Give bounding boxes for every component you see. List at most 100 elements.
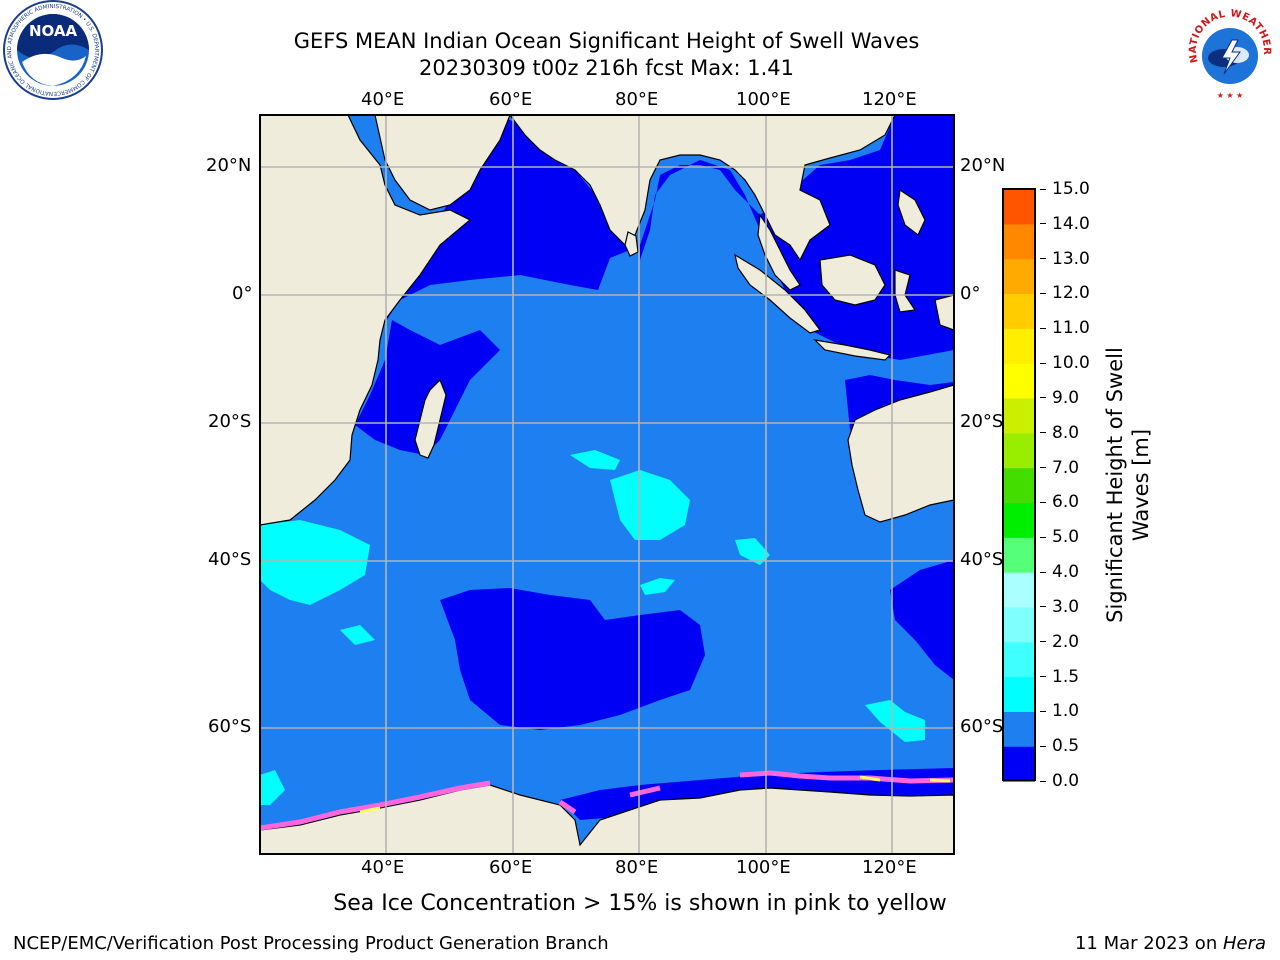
- colorbar-tick-label: 1.0: [1040, 701, 1079, 721]
- sea-ice-yellow: [359, 775, 951, 814]
- colorbar-tick-label: 9.0: [1040, 388, 1079, 408]
- nws-logo: NATIONAL WEATHER SERVICE ★ ★ ★: [1182, 6, 1276, 100]
- colorbar-segment: [1003, 432, 1035, 469]
- lon-label-top-120e: 120°E: [862, 89, 917, 110]
- colorbar-segment: [1003, 223, 1035, 260]
- colorbar-tick-label: 13.0: [1040, 249, 1090, 269]
- lon-label-top-40e: 40°E: [361, 89, 405, 110]
- colorbar-tick-label: 6.0: [1040, 492, 1079, 512]
- land-india-seasia: [509, 115, 896, 262]
- land-antarctica: [260, 784, 954, 854]
- lat-label-right-20s: 20°S: [960, 411, 1004, 432]
- lon-label-bottom-120e: 120°E: [862, 857, 917, 878]
- lon-label-bottom-100e: 100°E: [736, 857, 791, 878]
- swell-cyan-central-3: [735, 538, 770, 565]
- colorbar-tick-label: 14.0: [1040, 214, 1090, 234]
- land-australia: [847, 384, 954, 523]
- lon-label-top-80e: 80°E: [615, 89, 659, 110]
- swell-cyan-central-2: [570, 450, 620, 470]
- swell-dark-southeast-patch: [890, 560, 954, 680]
- colorbar-tick-label: 12.0: [1040, 283, 1090, 303]
- land-borneo: [819, 254, 886, 306]
- lat-label-left-20n: 20°N: [206, 155, 252, 176]
- land-arabia: [374, 115, 511, 211]
- colorbar-tick-label: 0.0: [1040, 771, 1079, 791]
- colorbar-tick-label: 0.5: [1040, 736, 1079, 756]
- swell-cyan-south-1: [260, 770, 285, 805]
- colorbar-segment: [1003, 189, 1035, 225]
- land-sumatra: [734, 253, 821, 334]
- colorbar-label: Significant Height of Swell Waves [m]: [1103, 347, 1153, 623]
- footer-date: 11 Mar 2023 on Hera: [1075, 933, 1266, 954]
- swell-cyan-central-4: [640, 578, 675, 595]
- sea-ice-fringe-4: [739, 770, 954, 784]
- chart-subtitle: 20230309 t00z 216h fcst Max: 1.41: [419, 56, 794, 80]
- swell-cyan-southwest: [260, 520, 370, 605]
- lat-label-right-0: 0°: [960, 283, 981, 304]
- lat-label-right-20n: 20°N: [960, 155, 1006, 176]
- colorbar-tick-label: 3.0: [1040, 597, 1079, 617]
- lat-label-left-40s: 40°S: [208, 549, 252, 570]
- lon-label-bottom-60e: 60°E: [489, 857, 533, 878]
- colorbar-segment: [1003, 397, 1035, 434]
- colorbar-tick-label: 5.0: [1040, 527, 1079, 547]
- swell-cyan-southeast: [865, 700, 925, 742]
- land-sri-lanka: [624, 231, 639, 257]
- chart-title: GEFS MEAN Indian Ocean Significant Heigh…: [293, 29, 920, 53]
- colorbar-segment: [1003, 537, 1035, 573]
- lon-label-top-100e: 100°E: [736, 89, 791, 110]
- land-java: [813, 339, 892, 361]
- svg-text:★ ★ ★: ★ ★ ★: [1217, 91, 1244, 100]
- map-frame: [259, 114, 955, 855]
- land-madagascar: [414, 378, 447, 459]
- noaa-logo: NATIONAL OCEANIC AND ATMOSPHERIC ADMINIS…: [3, 0, 103, 100]
- colorbar-segment: [1003, 711, 1035, 747]
- colorbar-tick-label: 15.0: [1040, 179, 1090, 199]
- lat-label-right-60s: 60°S: [960, 716, 1004, 737]
- lon-label-bottom-40e: 40°E: [361, 857, 405, 878]
- sea-ice-fringe: [260, 780, 491, 831]
- colorbar-segment: [1003, 467, 1035, 504]
- footer-credit: NCEP/EMC/Verification Post Processing Pr…: [13, 933, 609, 954]
- sea-ice-note: Sea Ice Concentration > 15% is shown in …: [333, 891, 947, 916]
- colorbar-segment: [1003, 746, 1035, 782]
- colorbar-segment: [1003, 572, 1035, 608]
- colorbar-segment: [1003, 293, 1035, 329]
- colorbar-segment: [1003, 258, 1035, 295]
- lat-label-left-0: 0°: [232, 283, 253, 304]
- land-philippines: [897, 188, 926, 236]
- colorbar-segment: [1003, 676, 1035, 712]
- sea-ice-fringe-3: [629, 785, 661, 798]
- land-malay-peninsula: [757, 213, 801, 291]
- lat-label-right-40s: 40°S: [960, 549, 1004, 570]
- colorbar-tick-label: 4.0: [1040, 562, 1079, 582]
- swell-dark-arabian-sea: [380, 115, 630, 330]
- svg-text:NOAA: NOAA: [29, 22, 78, 40]
- colorbar-tick-label: 8.0: [1040, 423, 1079, 443]
- lon-label-top-60e: 60°E: [489, 89, 533, 110]
- lat-label-left-20s: 20°S: [208, 411, 252, 432]
- colorbar-segment: [1003, 363, 1035, 399]
- lon-label-bottom-80e: 80°E: [615, 857, 659, 878]
- swell-cyan-central-1: [610, 470, 690, 540]
- colorbar-segment: [1003, 641, 1035, 678]
- lat-label-left-60s: 60°S: [208, 716, 252, 737]
- colorbar-segment: [1003, 606, 1035, 643]
- colorbar-tick-label: 11.0: [1040, 318, 1090, 338]
- sea-ice-fringe-2: [558, 799, 577, 815]
- colorbar-tick-label: 7.0: [1040, 458, 1079, 478]
- colorbar-segment: [1003, 502, 1035, 538]
- colorbar-frame: [1002, 188, 1036, 781]
- swell-dark-madagascar-channel: [355, 320, 500, 455]
- colorbar-tick-label: 1.5: [1040, 667, 1079, 687]
- colorbar: [1002, 188, 1036, 782]
- colorbar-segment: [1003, 328, 1035, 364]
- swell-cyan-south-2: [340, 625, 375, 645]
- land-new-guinea: [934, 294, 954, 331]
- colorbar-tick-label: 2.0: [1040, 632, 1079, 652]
- colorbar-tick-label: 10.0: [1040, 353, 1090, 373]
- footer-date-text: 11 Mar 2023 on: [1074, 933, 1223, 954]
- footer-machine: Hera: [1222, 933, 1266, 954]
- graticule: [260, 115, 954, 854]
